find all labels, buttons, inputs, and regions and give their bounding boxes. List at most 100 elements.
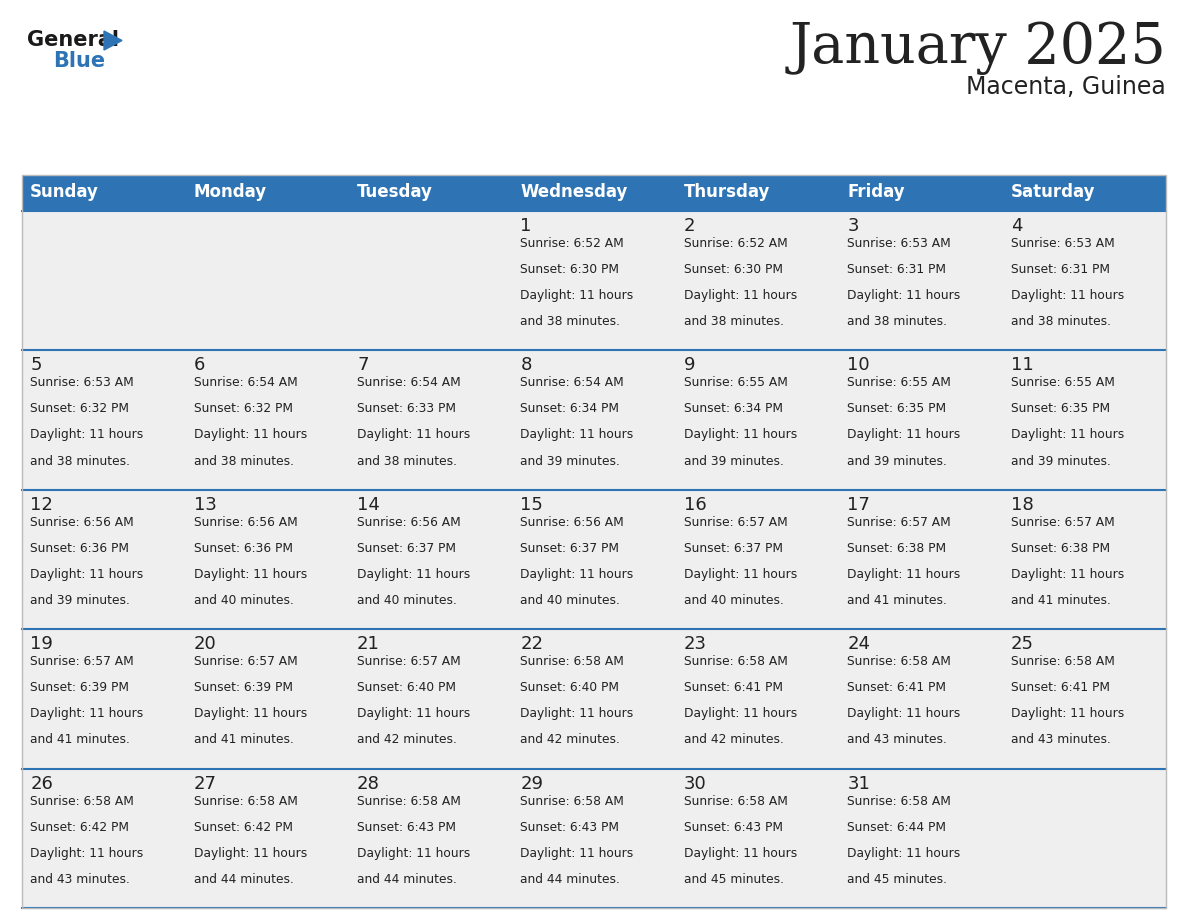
Bar: [23, 211, 185, 351]
Bar: [349, 768, 512, 908]
Text: 14: 14: [358, 496, 380, 514]
Text: and 42 minutes.: and 42 minutes.: [358, 733, 457, 746]
Text: Sunset: 6:43 PM: Sunset: 6:43 PM: [520, 821, 619, 834]
Text: Daylight: 11 hours: Daylight: 11 hours: [358, 707, 470, 721]
Bar: [839, 629, 1003, 768]
Text: Sunrise: 6:56 AM: Sunrise: 6:56 AM: [520, 516, 624, 529]
Text: Wednesday: Wednesday: [520, 183, 627, 201]
Bar: [839, 768, 1003, 908]
Text: 27: 27: [194, 775, 216, 792]
Text: and 38 minutes.: and 38 minutes.: [194, 454, 293, 467]
Text: and 40 minutes.: and 40 minutes.: [520, 594, 620, 607]
Text: Daylight: 11 hours: Daylight: 11 hours: [194, 846, 307, 859]
Text: Daylight: 11 hours: Daylight: 11 hours: [684, 846, 797, 859]
Text: Sunset: 6:30 PM: Sunset: 6:30 PM: [684, 263, 783, 276]
Bar: [185, 768, 349, 908]
Bar: [512, 768, 676, 908]
Text: 12: 12: [30, 496, 53, 514]
Text: Sunrise: 6:56 AM: Sunrise: 6:56 AM: [194, 516, 297, 529]
Text: Monday: Monday: [194, 183, 267, 201]
Bar: [839, 211, 1003, 351]
Text: Daylight: 11 hours: Daylight: 11 hours: [30, 707, 144, 721]
Text: 30: 30: [684, 775, 707, 792]
Text: Sunset: 6:32 PM: Sunset: 6:32 PM: [194, 402, 292, 416]
Text: and 43 minutes.: and 43 minutes.: [30, 873, 129, 886]
Text: Sunset: 6:37 PM: Sunset: 6:37 PM: [358, 542, 456, 554]
Text: and 39 minutes.: and 39 minutes.: [684, 454, 784, 467]
Text: Sunrise: 6:57 AM: Sunrise: 6:57 AM: [194, 655, 297, 668]
Text: Sunrise: 6:54 AM: Sunrise: 6:54 AM: [194, 376, 297, 389]
Text: and 45 minutes.: and 45 minutes.: [847, 873, 947, 886]
Text: Daylight: 11 hours: Daylight: 11 hours: [520, 846, 633, 859]
Text: 8: 8: [520, 356, 532, 375]
Bar: [349, 629, 512, 768]
Text: Sunrise: 6:58 AM: Sunrise: 6:58 AM: [847, 655, 952, 668]
Text: and 39 minutes.: and 39 minutes.: [847, 454, 947, 467]
Text: Sunset: 6:31 PM: Sunset: 6:31 PM: [847, 263, 947, 276]
Text: Sunrise: 6:57 AM: Sunrise: 6:57 AM: [847, 516, 952, 529]
Text: Sunset: 6:37 PM: Sunset: 6:37 PM: [684, 542, 783, 554]
Text: Sunrise: 6:58 AM: Sunrise: 6:58 AM: [194, 795, 297, 808]
Text: Sunrise: 6:57 AM: Sunrise: 6:57 AM: [358, 655, 461, 668]
Text: and 40 minutes.: and 40 minutes.: [194, 594, 293, 607]
Text: Sunset: 6:38 PM: Sunset: 6:38 PM: [1011, 542, 1110, 554]
Text: Sunrise: 6:58 AM: Sunrise: 6:58 AM: [684, 655, 788, 668]
Text: Sunset: 6:35 PM: Sunset: 6:35 PM: [847, 402, 947, 416]
Text: and 41 minutes.: and 41 minutes.: [194, 733, 293, 746]
Text: 19: 19: [30, 635, 53, 654]
Text: Daylight: 11 hours: Daylight: 11 hours: [1011, 707, 1124, 721]
Text: Sunrise: 6:53 AM: Sunrise: 6:53 AM: [30, 376, 134, 389]
Bar: [1003, 351, 1165, 490]
Text: 24: 24: [847, 635, 871, 654]
Text: Sunset: 6:39 PM: Sunset: 6:39 PM: [30, 681, 129, 694]
Bar: [23, 490, 185, 629]
Text: and 45 minutes.: and 45 minutes.: [684, 873, 784, 886]
Bar: [1003, 211, 1165, 351]
Bar: [1003, 768, 1165, 908]
Text: Sunset: 6:39 PM: Sunset: 6:39 PM: [194, 681, 292, 694]
Text: Sunrise: 6:57 AM: Sunrise: 6:57 AM: [684, 516, 788, 529]
Text: Daylight: 11 hours: Daylight: 11 hours: [847, 846, 961, 859]
Text: 15: 15: [520, 496, 543, 514]
Text: and 43 minutes.: and 43 minutes.: [847, 733, 947, 746]
Text: and 38 minutes.: and 38 minutes.: [520, 315, 620, 328]
Text: Daylight: 11 hours: Daylight: 11 hours: [30, 429, 144, 442]
Text: Sunrise: 6:58 AM: Sunrise: 6:58 AM: [30, 795, 134, 808]
Text: Thursday: Thursday: [684, 183, 770, 201]
Bar: [23, 351, 185, 490]
Text: and 40 minutes.: and 40 minutes.: [358, 594, 457, 607]
Text: Sunset: 6:32 PM: Sunset: 6:32 PM: [30, 402, 129, 416]
Text: Sunrise: 6:58 AM: Sunrise: 6:58 AM: [520, 655, 625, 668]
Text: Sunset: 6:43 PM: Sunset: 6:43 PM: [358, 821, 456, 834]
Text: and 44 minutes.: and 44 minutes.: [520, 873, 620, 886]
Text: Daylight: 11 hours: Daylight: 11 hours: [1011, 289, 1124, 302]
Bar: [349, 490, 512, 629]
Text: and 39 minutes.: and 39 minutes.: [30, 594, 129, 607]
Bar: [1003, 175, 1165, 211]
Text: Daylight: 11 hours: Daylight: 11 hours: [520, 289, 633, 302]
Text: Daylight: 11 hours: Daylight: 11 hours: [520, 707, 633, 721]
Bar: [349, 175, 512, 211]
Text: Sunset: 6:42 PM: Sunset: 6:42 PM: [30, 821, 129, 834]
Text: 10: 10: [847, 356, 870, 375]
Text: January 2025: January 2025: [789, 20, 1165, 74]
Text: 3: 3: [847, 217, 859, 235]
Text: Sunrise: 6:55 AM: Sunrise: 6:55 AM: [684, 376, 788, 389]
Text: 4: 4: [1011, 217, 1022, 235]
Text: Daylight: 11 hours: Daylight: 11 hours: [847, 429, 961, 442]
Text: 6: 6: [194, 356, 206, 375]
Text: General: General: [27, 30, 119, 50]
Text: Sunset: 6:42 PM: Sunset: 6:42 PM: [194, 821, 292, 834]
Bar: [23, 175, 1165, 908]
Text: Daylight: 11 hours: Daylight: 11 hours: [194, 429, 307, 442]
Text: and 40 minutes.: and 40 minutes.: [684, 594, 784, 607]
Bar: [23, 175, 185, 211]
Text: Sunrise: 6:54 AM: Sunrise: 6:54 AM: [520, 376, 624, 389]
Text: 23: 23: [684, 635, 707, 654]
Bar: [512, 629, 676, 768]
Text: Saturday: Saturday: [1011, 183, 1095, 201]
Text: 31: 31: [847, 775, 870, 792]
Text: Sunset: 6:36 PM: Sunset: 6:36 PM: [194, 542, 292, 554]
Text: Sunrise: 6:56 AM: Sunrise: 6:56 AM: [30, 516, 134, 529]
Text: Daylight: 11 hours: Daylight: 11 hours: [194, 568, 307, 581]
